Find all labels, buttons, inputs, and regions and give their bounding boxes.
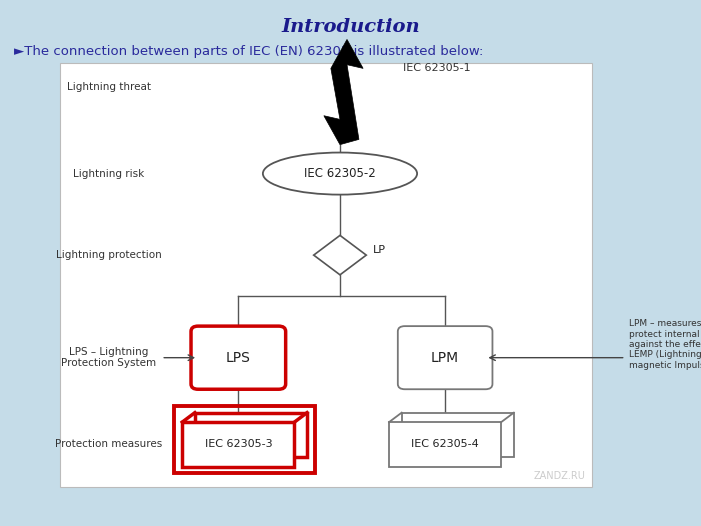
Text: IEC 62305-1: IEC 62305-1 <box>403 63 470 74</box>
Bar <box>182 422 294 467</box>
Bar <box>389 422 501 467</box>
Text: IEC 62305-3: IEC 62305-3 <box>205 439 272 450</box>
Ellipse shape <box>263 153 417 195</box>
Polygon shape <box>314 236 366 275</box>
Text: IEC 62305-4: IEC 62305-4 <box>411 439 479 450</box>
Text: LPS: LPS <box>226 351 251 365</box>
Text: Protection measures: Protection measures <box>55 439 162 450</box>
Bar <box>195 412 307 458</box>
FancyBboxPatch shape <box>398 326 492 389</box>
Text: ►The connection between parts of IEC (EN) 62305 is illustrated below:: ►The connection between parts of IEC (EN… <box>14 45 484 58</box>
Text: IEC 62305-2: IEC 62305-2 <box>304 167 376 180</box>
Text: Introduction: Introduction <box>281 18 420 36</box>
Text: LPM: LPM <box>431 351 459 365</box>
Text: Lightning protection: Lightning protection <box>56 250 161 260</box>
Text: LP: LP <box>373 245 386 255</box>
Text: LPM – measures taken to
protect internal systems
against the effects of
LEMP (Li: LPM – measures taken to protect internal… <box>629 319 701 370</box>
Bar <box>60 63 592 487</box>
Polygon shape <box>324 39 363 145</box>
Text: Lightning threat: Lightning threat <box>67 82 151 92</box>
Bar <box>174 406 315 473</box>
Text: Lightning risk: Lightning risk <box>73 168 144 179</box>
FancyBboxPatch shape <box>191 326 286 389</box>
Text: LPS – Lightning
Protection System: LPS – Lightning Protection System <box>61 347 156 369</box>
Text: ZANDZ.RU: ZANDZ.RU <box>533 471 585 481</box>
Bar <box>402 412 514 458</box>
